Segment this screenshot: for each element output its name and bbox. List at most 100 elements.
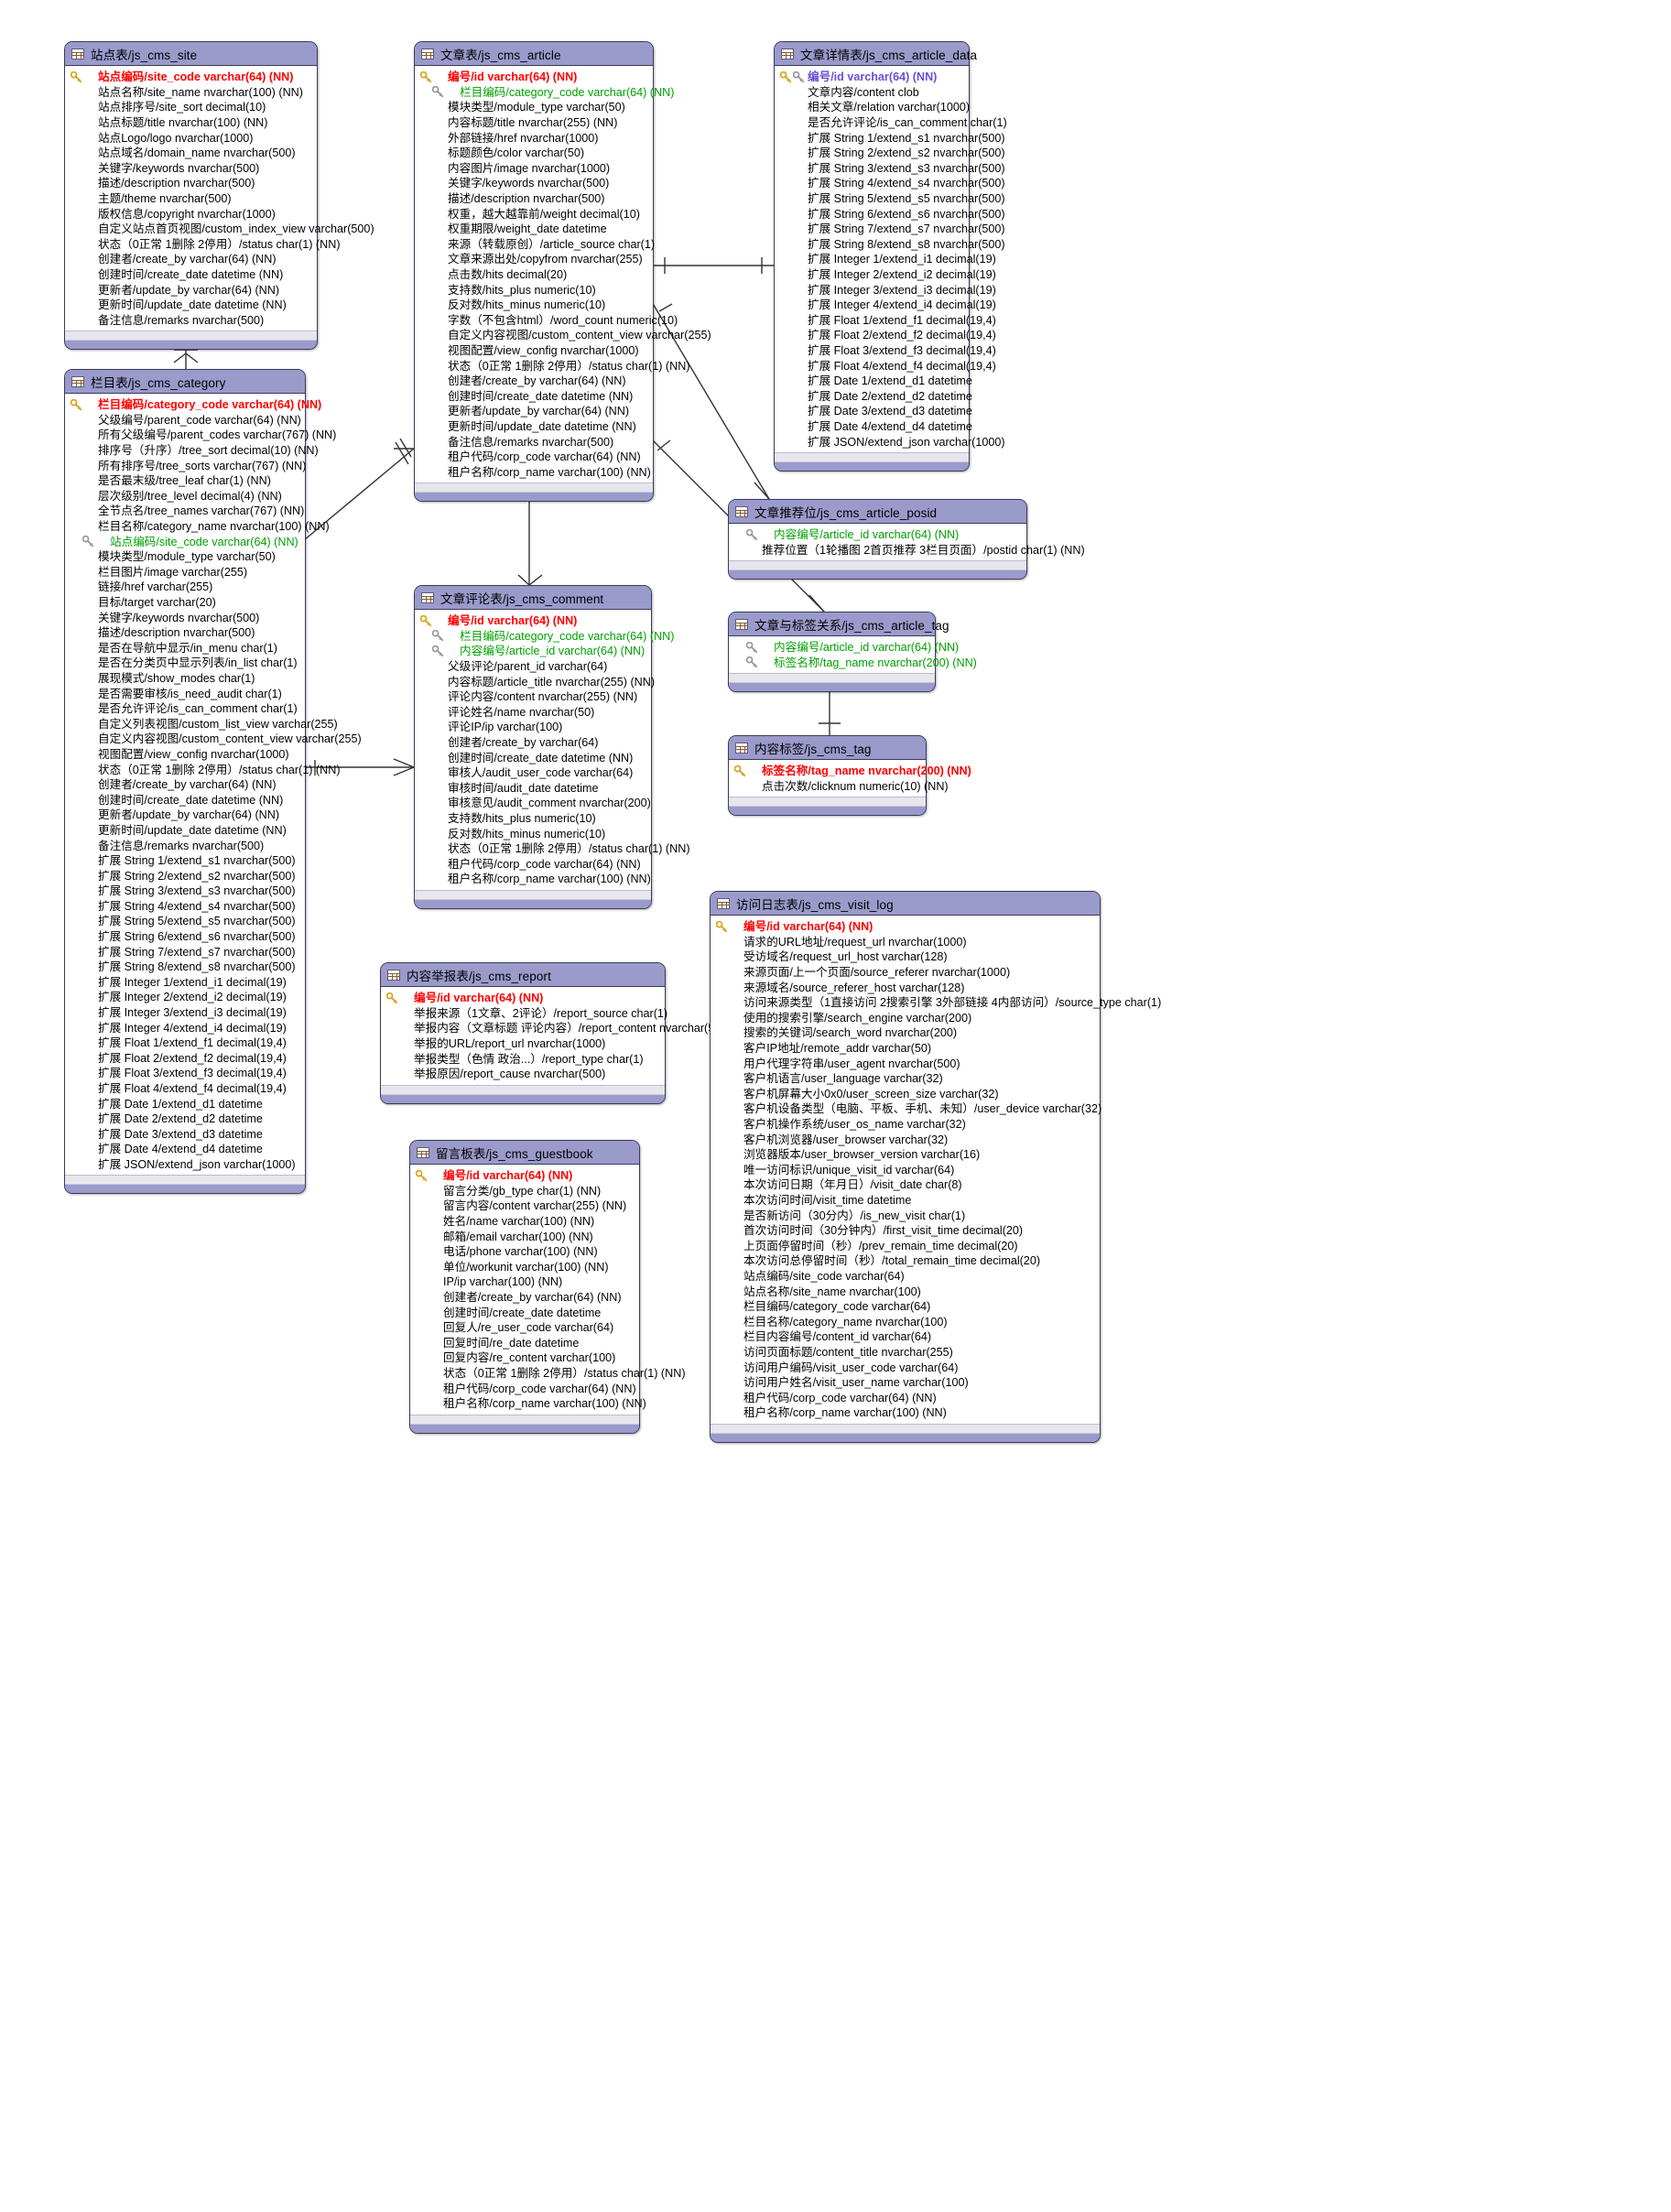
entity-column-row[interactable]: 扩展 Float 2/extend_f2 decimal(19,4)	[65, 1051, 305, 1067]
entity-column-row[interactable]: 扩展 Integer 2/extend_i2 decimal(19)	[775, 267, 996, 283]
entity-column-row[interactable]: 创建者/create_by varchar(64) (NN)	[65, 777, 305, 793]
entity-column-row[interactable]: 关键字/keywords nvarchar(500)	[65, 610, 305, 625]
entity-column-row[interactable]: 标题颜色/color varchar(50)	[415, 146, 653, 161]
entity-column-row[interactable]: 租户名称/corp_name varchar(100) (NN)	[415, 872, 651, 887]
entity-column-row[interactable]: 文章内容/content clob	[775, 85, 969, 101]
entity-column-row[interactable]: 扩展 String 6/extend_s6 nvarchar(500)	[65, 929, 305, 945]
entity-column-row[interactable]: 外部链接/href nvarchar(1000)	[415, 130, 653, 146]
entity-column-row[interactable]: 支持数/hits_plus numeric(10)	[415, 811, 651, 827]
entity-column-row[interactable]: 扩展 String 5/extend_s5 nvarchar(500)	[775, 191, 1005, 207]
entity-column-row[interactable]: 目标/target varchar(20)	[65, 595, 305, 611]
entity-column-row[interactable]: 本次访问总停留时间（秒）/total_remain_time decimal(2…	[711, 1253, 1100, 1269]
entity-table-header[interactable]: 栏目表/js_cms_category	[65, 370, 305, 394]
entity-column-row[interactable]: 点击次数/clicknum numeric(10) (NN)	[729, 779, 949, 795]
entity-column-row[interactable]: 自定义列表视图/custom_list_view varchar(255)	[65, 716, 338, 732]
entity-column-row[interactable]: 扩展 String 4/extend_s4 nvarchar(500)	[775, 176, 1005, 191]
entity-column-row[interactable]: 扩展 Integer 4/extend_i4 decimal(19)	[775, 298, 996, 313]
entity-column-row[interactable]: 反对数/hits_minus numeric(10)	[415, 298, 653, 313]
entity-column-row[interactable]: 评论IP/ip varchar(100)	[415, 720, 651, 735]
entity-column-row[interactable]: 举报的URL/report_url nvarchar(1000)	[381, 1036, 665, 1052]
entity-column-row[interactable]: 扩展 String 6/extend_s6 nvarchar(500)	[775, 206, 1005, 222]
entity-column-row[interactable]: 内容编号/article_id varchar(64) (NN)	[415, 644, 651, 659]
entity-column-row[interactable]: 链接/href varchar(255)	[65, 580, 305, 595]
entity-column-row[interactable]: 审核意见/audit_comment nvarchar(200)	[415, 796, 651, 811]
entity-table-header[interactable]: 文章评论表/js_cms_comment	[415, 586, 651, 610]
entity-table-header[interactable]: 内容标签/js_cms_tag	[729, 736, 926, 760]
entity-column-row[interactable]: 站点编码/site_code varchar(64)	[711, 1269, 1100, 1285]
entity-table-header[interactable]: 站点表/js_cms_site	[65, 42, 317, 66]
entity-column-row[interactable]: 访问来源类型（1直接访问 2搜索引擎 3外部链接 4内部访问）/source_t…	[711, 995, 1161, 1011]
entity-table-visit_log[interactable]: 访问日志表/js_cms_visit_log 编号/id varchar(64) …	[710, 891, 1161, 1443]
entity-column-row[interactable]: 站点名称/site_name nvarchar(100)	[711, 1284, 1100, 1299]
entity-column-row[interactable]: 创建者/create_by varchar(64) (NN)	[415, 374, 653, 389]
entity-column-row[interactable]: 更新者/update_by varchar(64) (NN)	[65, 808, 305, 823]
entity-column-row[interactable]: 创建时间/create_date datetime	[410, 1305, 639, 1320]
entity-column-row[interactable]: 回复内容/re_content varchar(100)	[410, 1350, 639, 1366]
entity-column-row[interactable]: 扩展 Date 4/extend_d4 datetime	[65, 1142, 305, 1157]
entity-column-row[interactable]: 本次访问日期（年月日）/visit_date char(8)	[711, 1177, 1100, 1193]
entity-column-row[interactable]: 描述/description nvarchar(500)	[65, 625, 305, 641]
entity-column-row[interactable]: 内容标题/article_title nvarchar(255) (NN)	[415, 674, 655, 689]
entity-column-row[interactable]: 受访域名/request_url_host varchar(128)	[711, 949, 1100, 965]
entity-column-row[interactable]: 扩展 Date 4/extend_d4 datetime	[775, 419, 972, 435]
entity-column-row[interactable]: 栏目名称/category_name nvarchar(100) (NN)	[65, 519, 330, 535]
entity-column-row[interactable]: 扩展 String 1/extend_s1 nvarchar(500)	[775, 130, 1005, 146]
entity-column-row[interactable]: 审核时间/audit_date datetime	[415, 781, 651, 797]
entity-column-row[interactable]: 描述/description nvarchar(500)	[415, 191, 653, 207]
entity-column-row[interactable]: 所有排序号/tree_sorts varchar(767) (NN)	[65, 458, 306, 473]
entity-column-row[interactable]: 举报来源（1文章、2评论）/report_source char(1)	[381, 1006, 667, 1022]
entity-column-row[interactable]: 扩展 String 8/extend_s8 nvarchar(500)	[65, 960, 305, 975]
entity-column-row[interactable]: 留言内容/content varchar(255) (NN)	[410, 1198, 639, 1214]
entity-column-row[interactable]: 来源页面/上一个页面/source_referer nvarchar(1000)	[711, 965, 1100, 981]
entity-table-header[interactable]: 内容举报表/js_cms_report	[381, 963, 665, 987]
entity-table-header[interactable]: 文章与标签关系/js_cms_article_tag	[729, 613, 949, 636]
entity-column-row[interactable]: 是否最末级/tree_leaf char(1) (NN)	[65, 473, 305, 489]
entity-column-row[interactable]: 权重期限/weight_date datetime	[415, 222, 653, 237]
entity-column-row[interactable]: 租户代码/corp_code varchar(64) (NN)	[415, 450, 653, 465]
entity-table-category[interactable]: 栏目表/js_cms_category 栏目编码/category_code va…	[64, 369, 362, 1195]
entity-column-row[interactable]: 租户代码/corp_code varchar(64) (NN)	[410, 1381, 639, 1396]
entity-column-row[interactable]: 评论姓名/name nvarchar(50)	[415, 705, 651, 721]
entity-column-row[interactable]: 备注信息/remarks nvarchar(500)	[65, 838, 305, 853]
entity-column-row[interactable]: 推荐位置（1轮播图 2首页推荐 3栏目页面）/postid char(1) (N…	[729, 543, 1085, 558]
entity-column-row[interactable]: 编号/id varchar(64) (NN)	[415, 613, 651, 629]
entity-column-row[interactable]: 使用的搜索引擎/search_engine varchar(200)	[711, 1011, 1100, 1026]
entity-column-row[interactable]: 请求的URL地址/request_url nvarchar(1000)	[711, 935, 1100, 950]
entity-column-row[interactable]: 客户IP地址/remote_addr varchar(50)	[711, 1041, 1100, 1057]
entity-column-row[interactable]: 支持数/hits_plus numeric(10)	[415, 282, 653, 298]
entity-column-row[interactable]: 首次访问时间（30分钟内）/first_visit_time decimal(2…	[711, 1223, 1100, 1239]
entity-column-row[interactable]: 来源域名/source_referer_host varchar(128)	[711, 980, 1100, 995]
entity-column-row[interactable]: 点击数/hits decimal(20)	[415, 267, 653, 283]
entity-column-row[interactable]: 编号/id varchar(64) (NN)	[415, 70, 653, 85]
entity-column-row[interactable]: 扩展 Date 3/extend_d3 datetime	[65, 1127, 305, 1143]
entity-table-header[interactable]: 文章详情表/js_cms_article_data	[775, 42, 977, 66]
entity-column-row[interactable]: 创建者/create_by varchar(64)	[415, 735, 651, 751]
entity-table-header[interactable]: 访问日志表/js_cms_visit_log	[711, 892, 1100, 916]
entity-column-row[interactable]: 描述/description nvarchar(500)	[65, 176, 317, 191]
entity-column-row[interactable]: 所有父级编号/parent_codes varchar(767) (NN)	[65, 428, 336, 443]
entity-column-row[interactable]: 扩展 Float 3/extend_f3 decimal(19,4)	[775, 343, 996, 359]
entity-column-row[interactable]: 更新时间/update_date datetime (NN)	[415, 419, 653, 435]
entity-column-row[interactable]: 文章来源出处/copyfrom nvarchar(255)	[415, 252, 653, 267]
entity-column-row[interactable]: 扩展 Integer 2/extend_i2 decimal(19)	[65, 990, 305, 1005]
entity-column-row[interactable]: 举报类型（色情 政治...）/report_type char(1)	[381, 1051, 665, 1067]
entity-column-row[interactable]: 状态（0正常 1删除 2停用）/status char(1) (NN)	[410, 1366, 686, 1382]
entity-column-row[interactable]: 举报内容（文章标题 评论内容）/report_content nvarchar(…	[381, 1021, 731, 1036]
entity-table-article_posid[interactable]: 文章推荐位/js_cms_article_posid 内容编号/article_i…	[728, 499, 1085, 580]
entity-column-row[interactable]: 单位/workunit varchar(100) (NN)	[410, 1260, 639, 1275]
entity-column-row[interactable]: 视图配置/view_config nvarchar(1000)	[65, 747, 305, 763]
entity-column-row[interactable]: 扩展 Date 2/extend_d2 datetime	[65, 1111, 305, 1127]
entity-column-row[interactable]: 更新者/update_by varchar(64) (NN)	[65, 282, 317, 298]
entity-column-row[interactable]: 来源（转载原创）/article_source char(1)	[415, 237, 655, 253]
entity-column-row[interactable]: 扩展 Integer 3/extend_i3 decimal(19)	[775, 282, 996, 298]
entity-column-row[interactable]: 模块类型/module_type varchar(50)	[65, 549, 305, 565]
entity-column-row[interactable]: 是否新访问（30分内）/is_new_visit char(1)	[711, 1208, 1100, 1223]
entity-column-row[interactable]: 创建者/create_by varchar(64) (NN)	[65, 252, 317, 267]
entity-column-row[interactable]: 创建时间/create_date datetime (NN)	[415, 750, 651, 765]
entity-column-row[interactable]: 邮箱/email varchar(100) (NN)	[410, 1229, 639, 1244]
entity-column-row[interactable]: 姓名/name varchar(100) (NN)	[410, 1214, 639, 1230]
entity-column-row[interactable]: 扩展 String 8/extend_s8 nvarchar(500)	[775, 237, 1005, 253]
entity-column-row[interactable]: 更新者/update_by varchar(64) (NN)	[415, 404, 653, 419]
entity-column-row[interactable]: 创建时间/create_date datetime (NN)	[65, 792, 305, 808]
entity-column-row[interactable]: 举报原因/report_cause nvarchar(500)	[381, 1067, 665, 1082]
